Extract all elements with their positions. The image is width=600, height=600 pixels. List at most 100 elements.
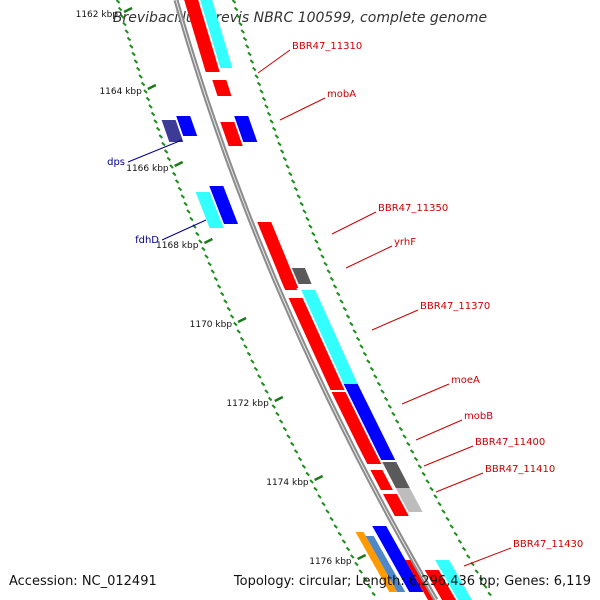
gene-label-leader [331, 211, 377, 235]
inner-tick [166, 156, 172, 162]
inner-tick [177, 186, 183, 192]
inner-tick [345, 546, 351, 552]
outer-tick [247, 51, 252, 57]
outer-tick [483, 584, 488, 589]
outer-tick [332, 284, 338, 289]
outer-tick [362, 351, 368, 357]
inner-tick [250, 359, 255, 364]
kbp-tick-mark [357, 553, 367, 561]
inner-tick [337, 531, 342, 537]
outer-tick [293, 186, 299, 192]
inner-tick [131, 51, 136, 57]
gene-label-leader [345, 245, 393, 269]
inner-tick [243, 344, 248, 349]
gene-labels: BBR47_11310 mobA BBR47_11350 yrhF BBR47_1137… [107, 41, 583, 567]
outer-tick [236, 14, 241, 19]
inner-tick [136, 66, 141, 72]
outer-tick [296, 194, 301, 199]
inner-tick [267, 396, 273, 402]
gene-label-leader [423, 445, 474, 467]
outer-tick [349, 321, 354, 327]
outer-tick [245, 44, 250, 49]
inner-tick [220, 291, 225, 297]
inner-tick [317, 494, 322, 499]
kbp-tick-label: 1170 kbp [190, 320, 233, 330]
gene-bar [357, 444, 382, 464]
outer-tick [311, 231, 316, 237]
gene-label: BBR47_11430 [513, 539, 583, 550]
outer-tick [290, 179, 296, 184]
inner-tick [229, 314, 235, 319]
gene-features [161, 0, 472, 600]
gene-label: yrhF [394, 237, 416, 248]
inner-tick [122, 21, 127, 27]
inner-tick [367, 584, 372, 589]
gene-bar [372, 526, 424, 592]
kbp-ticks: 1162 kbp 1164 kbp 1166 kbp 1168 kbp 1170 kbp… [76, 0, 492, 597]
accession-label: Accession: NC_012491 [9, 574, 157, 589]
inner-tick [150, 111, 156, 117]
kbp-tick-mark [147, 83, 157, 91]
inner-tick [325, 509, 330, 514]
outer-tick [409, 449, 415, 454]
outer-tick [271, 126, 277, 132]
gene-bar [424, 570, 456, 600]
gene-bar [435, 560, 472, 600]
gene-bar [200, 0, 233, 68]
inner-tick [223, 299, 228, 304]
gene-bar [279, 276, 298, 290]
outer-tick [487, 591, 492, 597]
outer-tick [449, 524, 454, 529]
inner-tick [201, 246, 206, 252]
inner-tick [321, 501, 326, 507]
gene-label-leader [371, 309, 419, 331]
outer-tick [391, 411, 396, 417]
inner-tick [174, 179, 180, 184]
outer-tick [254, 74, 259, 79]
kbp-tick-label: 1168 kbp [156, 241, 199, 251]
outer-tick [433, 494, 438, 499]
outer-tick [457, 539, 463, 544]
inner-tick [301, 464, 307, 469]
gene-label-leader [279, 97, 326, 121]
gene-bar [184, 0, 220, 72]
inner-tick [195, 231, 200, 237]
gene-bar [343, 384, 396, 460]
outer-tick [320, 254, 325, 259]
inner-tick [260, 381, 266, 387]
outer-tick [288, 171, 293, 177]
inner-tick [143, 89, 148, 94]
inner-tick [275, 411, 280, 417]
inner-tick [186, 209, 191, 214]
outer-tick [352, 329, 357, 334]
inner-tick [126, 36, 132, 42]
inner-tick [117, 6, 123, 12]
outer-tick [445, 516, 450, 522]
outer-tick [299, 201, 304, 207]
gene-bar [220, 122, 243, 146]
gene-bar [195, 192, 224, 228]
inner-tick [198, 239, 203, 244]
inner-tick [115, 0, 121, 4]
gene-bar [209, 186, 238, 224]
gene-label: BBR47_11350 [378, 203, 448, 214]
inner-tick [158, 134, 164, 139]
inner-tick [257, 374, 262, 379]
gene-bar [291, 268, 312, 284]
kbp-tick-mark [274, 395, 284, 403]
outer-tick [461, 546, 467, 552]
outer-tick [394, 419, 400, 424]
gene-bar [365, 536, 406, 592]
outer-tick [345, 314, 351, 319]
outer-tick [474, 569, 479, 574]
outer-tick [406, 441, 411, 447]
inner-tick [253, 366, 259, 372]
kbp-tick-mark [123, 6, 133, 14]
outer-tick [355, 336, 361, 342]
gene-label-leader [415, 419, 463, 441]
gene-bar [355, 532, 398, 592]
inner-tick [362, 576, 368, 582]
gene-label: BBR47_11410 [485, 464, 555, 475]
kbp-tick-label: 1176 kbp [309, 557, 352, 567]
